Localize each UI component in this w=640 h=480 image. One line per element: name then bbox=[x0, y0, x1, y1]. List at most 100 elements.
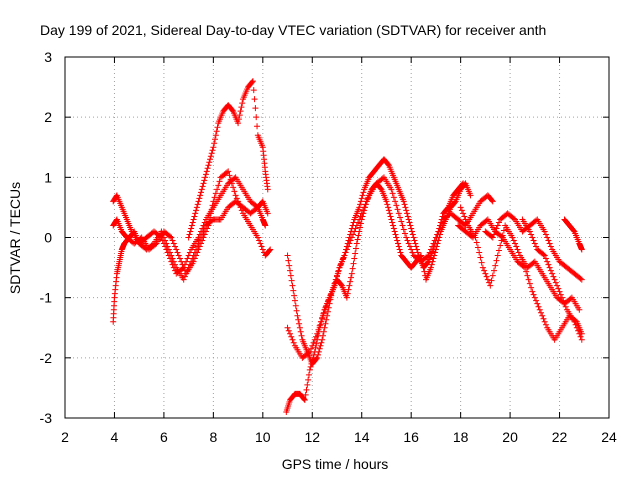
data-point bbox=[169, 255, 176, 262]
data-point bbox=[315, 326, 322, 333]
data-point bbox=[512, 240, 519, 247]
data-point bbox=[345, 286, 352, 293]
data-point bbox=[541, 318, 548, 325]
data-point bbox=[208, 150, 215, 157]
data-point bbox=[330, 284, 337, 291]
data-point bbox=[266, 247, 273, 254]
data-point bbox=[395, 243, 402, 250]
data-point bbox=[546, 264, 553, 271]
data-point bbox=[351, 228, 358, 235]
data-point bbox=[356, 216, 363, 223]
data-point bbox=[461, 213, 468, 220]
data-point bbox=[402, 230, 408, 237]
data-point bbox=[225, 168, 232, 175]
data-point bbox=[434, 231, 441, 238]
data-point bbox=[463, 219, 470, 226]
data-point bbox=[167, 249, 174, 256]
data-point bbox=[322, 320, 329, 327]
data-point bbox=[462, 216, 469, 223]
data-point bbox=[525, 276, 532, 283]
data-point bbox=[544, 258, 551, 265]
data-point bbox=[487, 282, 494, 289]
data-point bbox=[227, 176, 234, 183]
data-point bbox=[457, 204, 464, 211]
data-point bbox=[189, 219, 196, 226]
data-point bbox=[398, 218, 405, 225]
data-point bbox=[202, 171, 209, 178]
data-point bbox=[200, 228, 207, 235]
data-point bbox=[313, 355, 320, 362]
data-point bbox=[162, 237, 169, 244]
data-point bbox=[188, 225, 195, 232]
data-point bbox=[298, 332, 305, 339]
data-point bbox=[358, 210, 365, 217]
data-point bbox=[194, 243, 201, 250]
data-point bbox=[212, 132, 219, 139]
data-point bbox=[311, 336, 318, 343]
data-point bbox=[355, 219, 362, 226]
data-point bbox=[192, 210, 199, 217]
data-point bbox=[357, 198, 364, 205]
data-point bbox=[499, 232, 506, 239]
x-tick-label: 10 bbox=[255, 429, 271, 445]
y-tick-label: 1 bbox=[44, 169, 52, 185]
data-point bbox=[344, 290, 351, 297]
data-point bbox=[429, 258, 436, 265]
data-point bbox=[489, 234, 496, 241]
data-point bbox=[201, 225, 208, 232]
data-point bbox=[489, 272, 496, 279]
data-point bbox=[408, 225, 415, 232]
data-point bbox=[212, 136, 219, 143]
data-point bbox=[513, 243, 520, 250]
data-point bbox=[573, 324, 580, 331]
data-point bbox=[430, 240, 437, 247]
data-point bbox=[319, 336, 326, 343]
data-point bbox=[315, 348, 322, 355]
data-point bbox=[319, 314, 326, 321]
data-point bbox=[359, 192, 366, 199]
data-point bbox=[547, 243, 554, 250]
data-point bbox=[346, 240, 353, 247]
data-point bbox=[289, 282, 296, 289]
data-point bbox=[350, 260, 357, 267]
data-point bbox=[301, 396, 308, 403]
data-point bbox=[418, 252, 425, 259]
data-point bbox=[493, 257, 500, 264]
data-point bbox=[540, 251, 547, 258]
chart-title: Day 199 of 2021, Sidereal Day-to-day VTE… bbox=[40, 22, 546, 38]
x-tick-label: 2 bbox=[61, 429, 69, 445]
data-point bbox=[216, 178, 223, 185]
data-point bbox=[291, 292, 298, 299]
data-point bbox=[180, 276, 187, 283]
data-point bbox=[495, 219, 502, 226]
data-point bbox=[341, 252, 348, 259]
data-point bbox=[181, 273, 188, 280]
data-point bbox=[323, 316, 330, 323]
data-point bbox=[352, 225, 359, 232]
data-point bbox=[149, 241, 156, 248]
data-point bbox=[361, 204, 368, 211]
data-point bbox=[198, 234, 204, 241]
data-point bbox=[402, 204, 409, 211]
data-point bbox=[410, 234, 417, 241]
data-point bbox=[541, 252, 548, 259]
data-point bbox=[312, 344, 319, 351]
data-point bbox=[290, 287, 297, 294]
data-point bbox=[226, 172, 233, 179]
data-point bbox=[394, 206, 401, 213]
data-point bbox=[393, 234, 400, 241]
data-point bbox=[488, 277, 495, 284]
data-point bbox=[412, 240, 419, 247]
data-point bbox=[290, 339, 297, 346]
data-point bbox=[208, 206, 215, 213]
data-point bbox=[534, 300, 541, 307]
data-point bbox=[544, 234, 551, 241]
data-point bbox=[392, 198, 399, 205]
data-point bbox=[552, 279, 559, 286]
data-point bbox=[213, 128, 220, 135]
data-point bbox=[308, 345, 315, 352]
data-point bbox=[401, 201, 408, 208]
data-point bbox=[359, 207, 366, 214]
data-point bbox=[514, 246, 521, 253]
data-point bbox=[388, 186, 395, 193]
